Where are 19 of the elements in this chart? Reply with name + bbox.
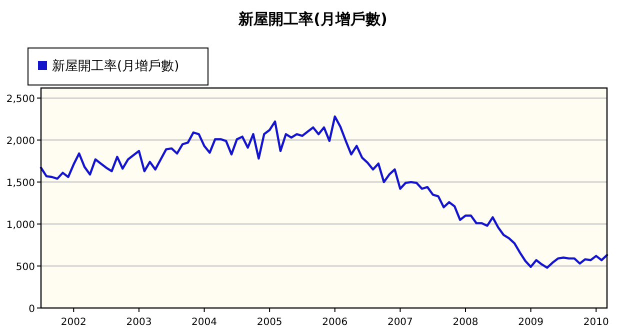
legend: 新屋開工率(月增戶數) <box>28 48 208 86</box>
x-tick-label: 2004 <box>192 317 217 328</box>
y-tick-label: 1,500 <box>6 178 35 190</box>
line-series <box>40 115 608 269</box>
y-tick-label: 1,000 <box>6 220 35 232</box>
chart-title: 新屋開工率(月增戶數) <box>238 10 388 28</box>
x-tick-label: 2007 <box>387 317 413 328</box>
x-tick-label: 2002 <box>60 317 86 328</box>
y-tick-label: 0 <box>28 304 35 315</box>
y-tick-label: 500 <box>16 262 35 274</box>
y-tick-label: 2,500 <box>6 94 35 106</box>
x-tick-label: 2005 <box>256 317 282 328</box>
legend-label: 新屋開工率(月增戶數) <box>52 58 180 74</box>
x-tick-label: 2006 <box>322 317 348 328</box>
x-tick-label: 2008 <box>452 317 478 328</box>
y-tick-label: 2,000 <box>6 136 35 148</box>
x-tick-label: 2003 <box>126 317 152 328</box>
x-tick-label: 2010 <box>583 317 609 328</box>
x-tick-label: 2009 <box>518 317 544 328</box>
